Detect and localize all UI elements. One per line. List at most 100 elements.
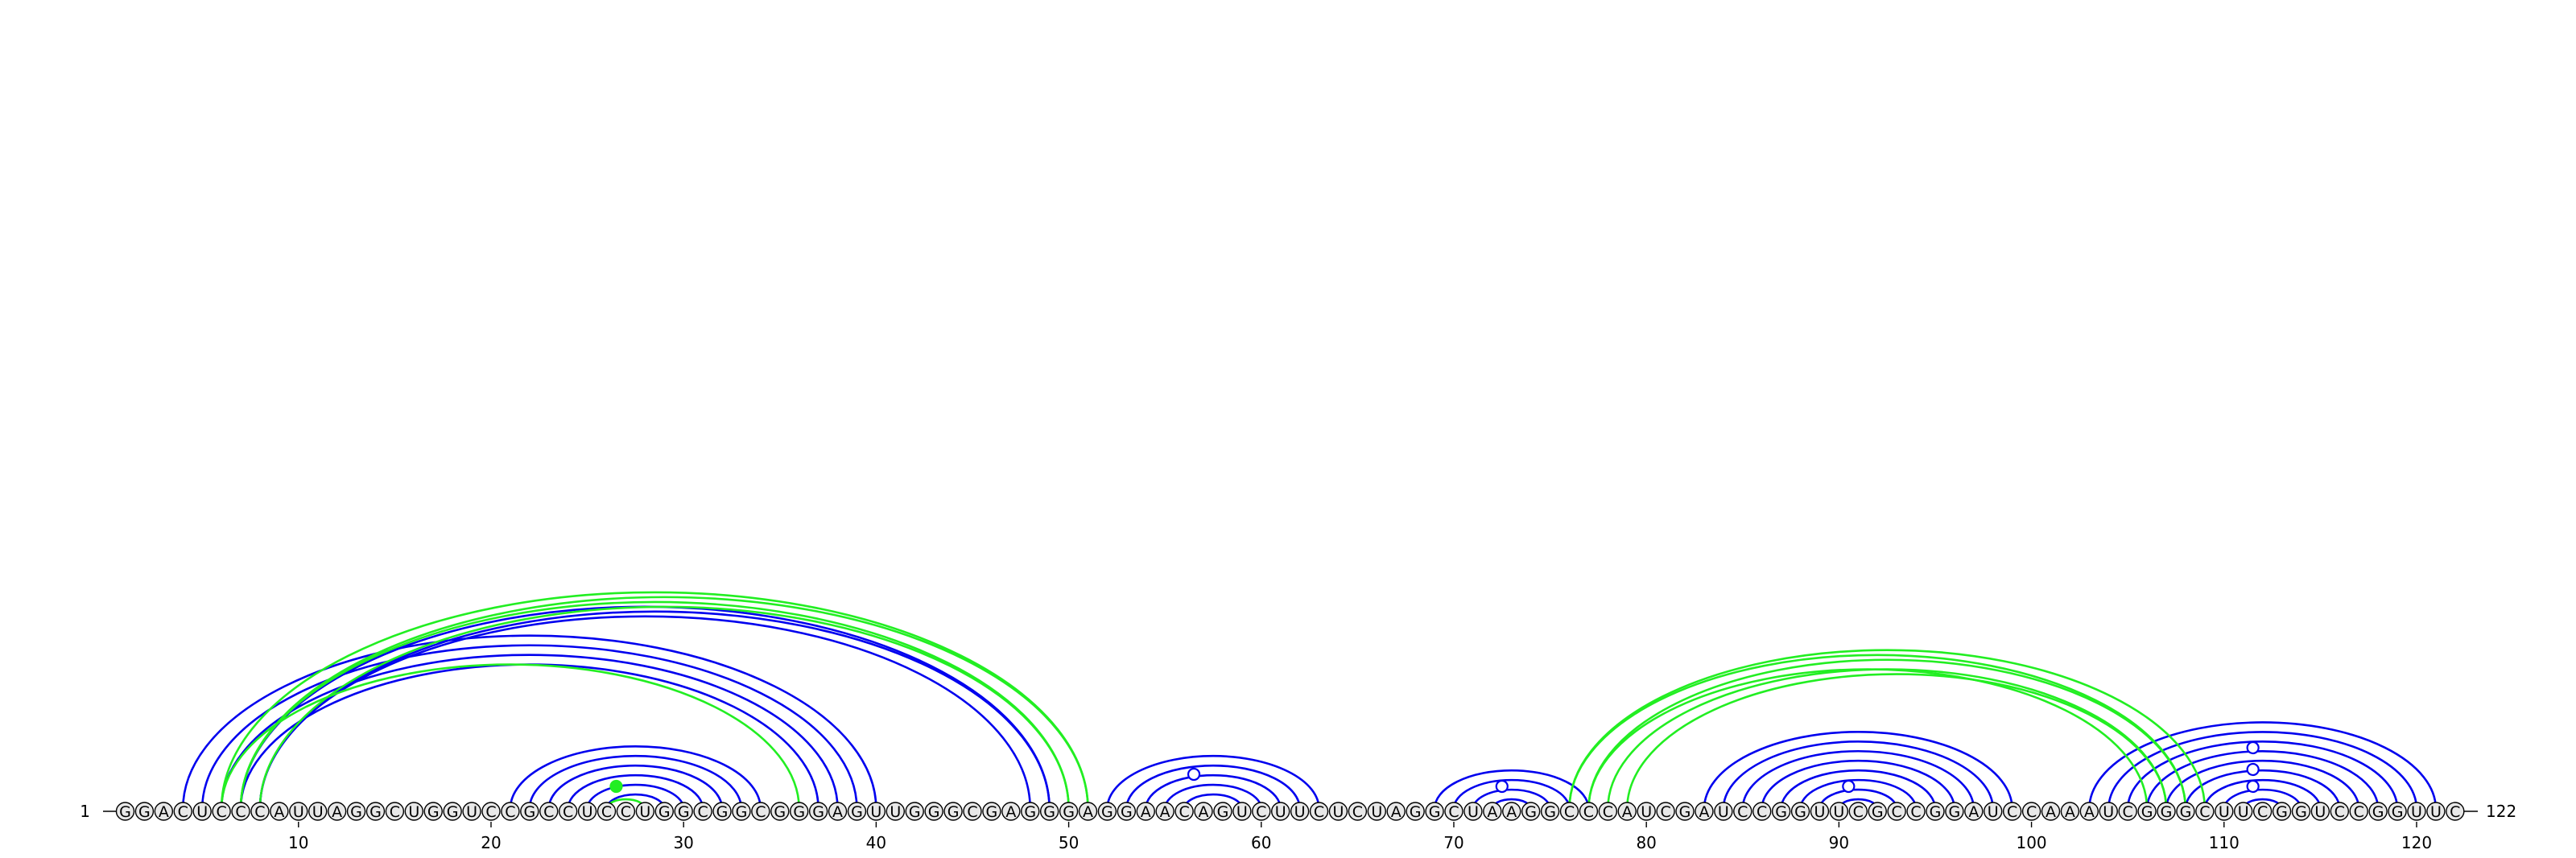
nucleotide: A xyxy=(154,802,174,821)
loop-marker xyxy=(2246,762,2260,777)
nucleotide: G xyxy=(1771,802,1791,821)
nucleotide-letter: C xyxy=(755,803,766,821)
nucleotide-letter: A xyxy=(332,803,342,821)
nucleotide-circle xyxy=(2215,802,2234,821)
base-pair-arc xyxy=(528,754,743,810)
nucleotide: G xyxy=(1675,802,1695,821)
base-pair-arc xyxy=(1183,793,1244,810)
nucleotide-circle xyxy=(1309,802,1329,821)
nucleotide: U xyxy=(635,802,655,821)
nucleotide: C xyxy=(2118,802,2137,821)
nucleotide-circle xyxy=(1232,802,1252,821)
nucleotide-letter: C xyxy=(178,803,188,821)
nucleotide: U xyxy=(289,802,308,821)
nucleotide-circle xyxy=(1829,802,1849,821)
tick-label: 20 xyxy=(481,833,501,852)
pseudoknot-arc xyxy=(1587,658,2187,810)
nucleotide-circle xyxy=(1270,802,1290,821)
nucleotide-circle xyxy=(2041,802,2061,821)
nucleotide-circle xyxy=(1675,802,1695,821)
nucleotide-circle xyxy=(2195,802,2215,821)
nucleotide-circle xyxy=(1155,802,1174,821)
nucleotide-circle xyxy=(154,802,174,821)
nucleotide: C xyxy=(1906,802,1926,821)
nucleotide: C xyxy=(1309,802,1329,821)
nucleotide-circle xyxy=(2002,802,2022,821)
nucleotide-letter: G xyxy=(851,803,863,821)
nucleotide-circle xyxy=(1425,802,1444,821)
nucleotide-circle xyxy=(1444,802,1463,821)
nucleotide-letter: C xyxy=(1352,803,1363,821)
nucleotide: G xyxy=(2388,802,2407,821)
nucleotide: C xyxy=(558,802,578,821)
nucleotide-circle xyxy=(2310,802,2330,821)
nucleotide-circle xyxy=(1078,802,1098,821)
nucleotide-letter: U xyxy=(196,803,208,821)
nucleotide-letter: C xyxy=(1660,803,1670,821)
base-pair-arc xyxy=(2184,769,2341,810)
nucleotide: C xyxy=(963,802,982,821)
nucleotide-letter: G xyxy=(1101,803,1113,821)
nucleotide: A xyxy=(2060,802,2080,821)
nucleotide: U xyxy=(1810,802,1830,821)
nucleotide-circle xyxy=(693,802,712,821)
nucleotide-letter: G xyxy=(1679,803,1691,821)
nucleotide-circle xyxy=(2252,802,2273,821)
nucleotide-circle xyxy=(597,802,617,821)
nucleotide-letter: G xyxy=(1043,803,1055,821)
nucleotide-circle xyxy=(712,802,732,821)
nucleotide-circle xyxy=(1483,802,1502,821)
nucleotide-letter: G xyxy=(774,803,786,821)
nucleotide: G xyxy=(1059,802,1079,821)
nucleotide: C xyxy=(1174,802,1194,821)
base-pair-arc xyxy=(258,615,1032,810)
nucleotide: C xyxy=(2021,802,2041,821)
nucleotide-circle xyxy=(1001,802,1021,821)
nucleotide-letter: G xyxy=(1525,803,1537,821)
nucleotide-letter: C xyxy=(1603,803,1613,821)
pseudoknot-arc xyxy=(239,596,1089,810)
nucleotide-letter: A xyxy=(159,803,169,821)
base-pair-arc xyxy=(1741,749,1975,810)
nucleotide-letter: A xyxy=(2065,803,2075,821)
nucleotide: G xyxy=(2368,802,2388,821)
nucleotide: A xyxy=(2041,802,2061,821)
base-pair-arc xyxy=(239,605,1051,810)
nucleotide-letter: C xyxy=(2007,803,2017,821)
nucleotide-letter: U xyxy=(312,803,324,821)
nucleotide-letter: U xyxy=(2411,803,2422,821)
nucleotide-circle xyxy=(289,802,308,821)
nucleotide-circle xyxy=(1598,802,1618,821)
nucleotide: C xyxy=(2349,802,2368,821)
nucleotide: A xyxy=(1136,802,1155,821)
nucleotide-circle xyxy=(443,802,462,821)
nucleotide-circle xyxy=(212,802,231,821)
nucleotide-circle xyxy=(1733,802,1752,821)
nucleotide: G xyxy=(674,802,693,821)
nucleotide-circle xyxy=(905,802,924,821)
nucleotide-circle xyxy=(1021,802,1040,821)
nucleotide: U xyxy=(886,802,906,821)
nucleotide-letter: A xyxy=(1141,803,1151,821)
nucleotide-circle xyxy=(520,802,539,821)
end-position-label: 122 xyxy=(2486,802,2516,821)
nucleotide: G xyxy=(115,802,135,821)
nucleotide: G xyxy=(1097,802,1117,821)
base-pair-arc xyxy=(1818,788,1898,810)
nucleotide: C xyxy=(2002,802,2022,821)
nucleotide-letter: G xyxy=(812,803,824,821)
nucleotide-letter: U xyxy=(2103,803,2114,821)
tick-label: 60 xyxy=(1251,833,1271,852)
nucleotide-circle xyxy=(790,802,809,821)
nucleotide-circle xyxy=(1559,802,1579,821)
base-pair-arc xyxy=(1761,759,1956,810)
nucleotide-circle xyxy=(2060,802,2080,821)
nucleotide-letter: U xyxy=(1833,803,1844,821)
nucleotide-letter: A xyxy=(2046,803,2056,821)
nucleotide-circle xyxy=(2446,802,2465,821)
nucleotide-letter: C xyxy=(1583,803,1594,821)
nucleotide-circle xyxy=(2368,802,2388,821)
nucleotide-circle xyxy=(635,802,655,821)
nucleotide-letter: U xyxy=(1275,803,1286,821)
nucleotide: C xyxy=(616,802,636,821)
